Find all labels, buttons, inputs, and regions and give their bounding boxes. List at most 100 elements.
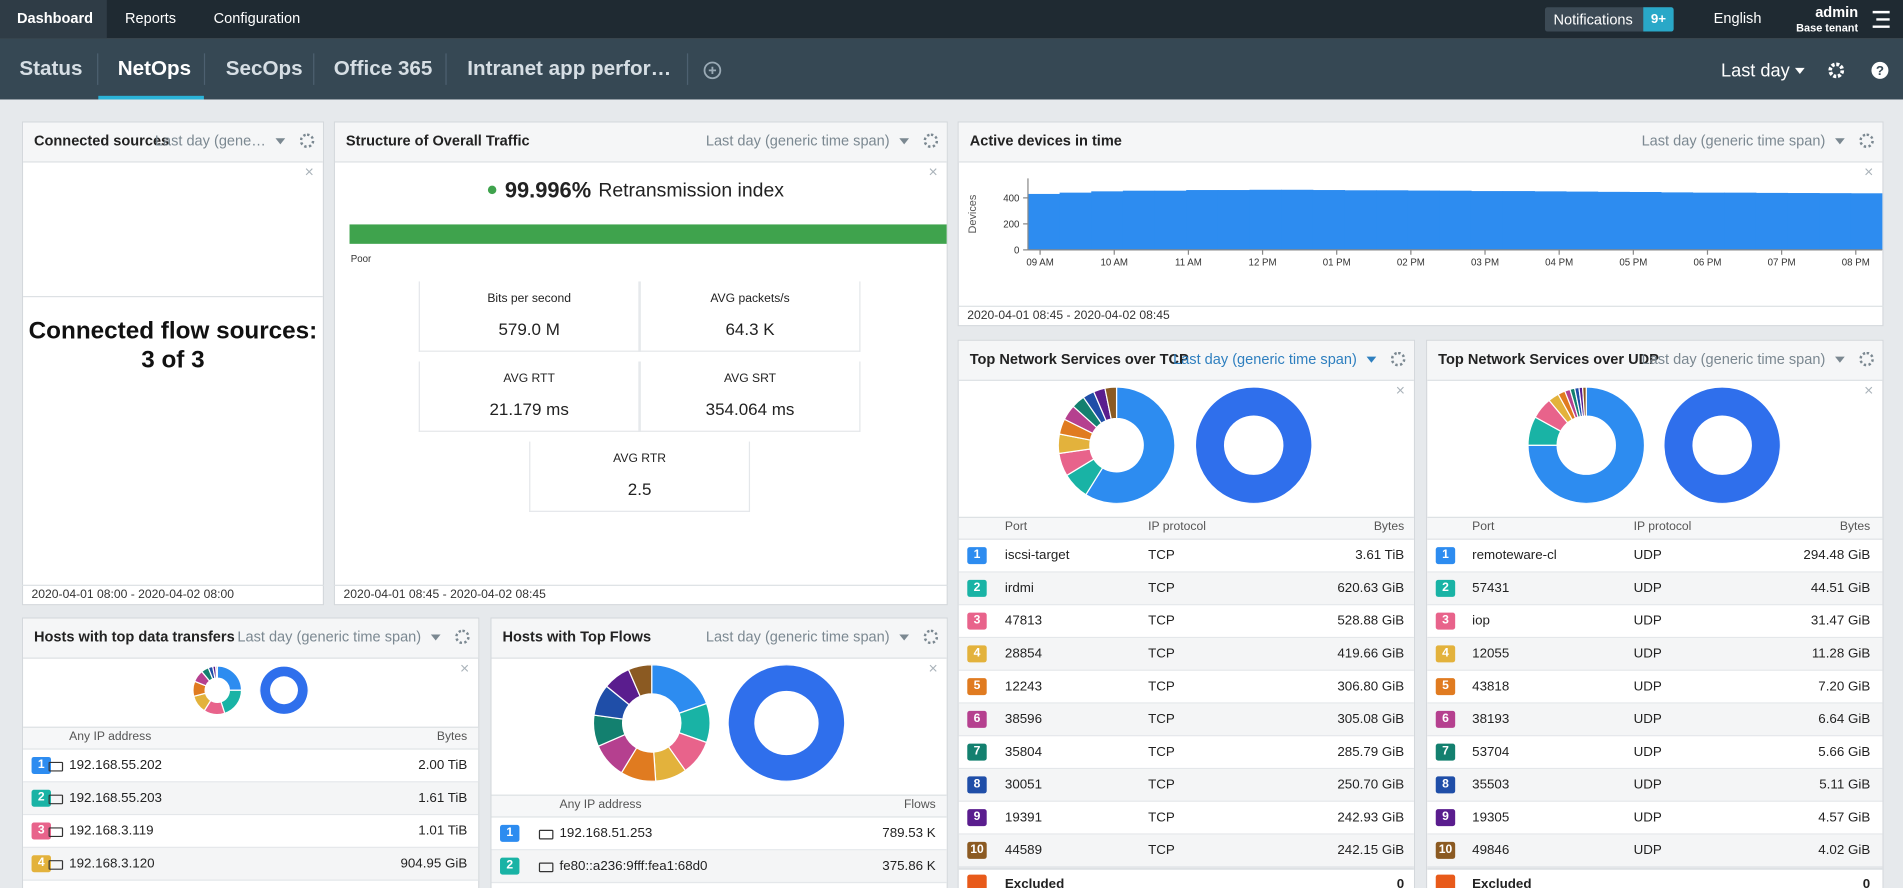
tab[interactable]: NetOps <box>117 57 192 81</box>
tab[interactable]: Office 365 <box>333 57 433 81</box>
rank-badge: 1 <box>31 756 51 774</box>
table-row[interactable] <box>23 749 479 783</box>
retransmission-caption: Retransmission index <box>598 180 784 202</box>
tab-separator <box>445 53 447 85</box>
tab[interactable]: Intranet app perfor… <box>467 57 672 81</box>
cell: 1.01 TiB <box>418 823 468 839</box>
table-row[interactable] <box>491 817 947 851</box>
caret[interactable] <box>275 137 286 149</box>
table-row[interactable] <box>958 670 1414 704</box>
table-row[interactable] <box>958 703 1414 737</box>
language[interactable]: English <box>1713 9 1762 27</box>
range-selector[interactable]: Last day (gene… <box>154 132 266 150</box>
tab[interactable]: Status <box>19 57 83 81</box>
range-selector[interactable]: Last day (generic time span) <box>1641 350 1826 368</box>
add-tab-icon[interactable] <box>703 61 722 80</box>
table-row[interactable] <box>1427 670 1883 704</box>
settings-icon[interactable] <box>299 133 315 148</box>
cell: 47813 <box>1004 613 1043 629</box>
table-row[interactable] <box>23 815 479 848</box>
cell: 12243 <box>1004 679 1043 694</box>
table-row[interactable] <box>1427 539 1883 573</box>
x-tick-label: 04 PM <box>1545 258 1573 269</box>
table-row[interactable] <box>958 638 1414 671</box>
table-row[interactable] <box>491 850 947 884</box>
range-selector[interactable]: Last day (generic time span) <box>1641 132 1826 150</box>
range-selector[interactable]: Last day (generic time span) <box>705 628 890 646</box>
metric-value: 64.3 K <box>725 319 775 339</box>
caret[interactable] <box>1835 137 1845 149</box>
caret[interactable] <box>899 137 910 149</box>
table-row[interactable] <box>958 605 1414 639</box>
widget-controls: Last day (generic time span) <box>705 628 939 646</box>
table-row[interactable] <box>23 847 479 881</box>
area-step <box>1502 191 1535 250</box>
close-icon[interactable]: × <box>1864 162 1874 181</box>
nav-item[interactable]: Dashboard <box>16 9 94 27</box>
range-selector[interactable]: Last day (generic time span) <box>705 132 890 150</box>
settings-icon[interactable] <box>1827 61 1846 80</box>
nav-item[interactable]: Configuration <box>213 9 301 27</box>
tab-separator <box>97 53 99 85</box>
table-row[interactable] <box>1427 703 1883 737</box>
table-row[interactable] <box>1427 605 1883 639</box>
area-step <box>1629 191 1662 250</box>
metric-box <box>418 361 640 432</box>
table-row[interactable] <box>958 736 1414 770</box>
menu-icon[interactable] <box>1871 10 1890 32</box>
cell: TCP <box>1148 777 1175 793</box>
cell: 305.08 GiB <box>1337 712 1405 727</box>
settings-icon[interactable] <box>1390 351 1406 367</box>
notifications-badge[interactable]: 9+ <box>1643 7 1674 32</box>
settings-icon[interactable] <box>923 629 939 645</box>
close-icon[interactable]: × <box>1395 380 1405 400</box>
user-name[interactable]: admin <box>1815 3 1859 21</box>
cell: Excluded <box>1004 877 1065 888</box>
close-icon[interactable]: × <box>928 162 938 181</box>
caret[interactable] <box>899 633 910 645</box>
caret[interactable] <box>430 633 441 645</box>
cell: Excluded <box>1472 877 1532 888</box>
settings-icon[interactable] <box>1859 351 1874 367</box>
cell: TCP <box>1148 646 1175 662</box>
rank-badge: 4 <box>967 645 987 663</box>
area-step <box>1312 190 1346 250</box>
table-row[interactable] <box>958 539 1414 573</box>
cell: 192.168.55.203 <box>69 790 162 806</box>
x-tick-label: 02 PM <box>1397 258 1425 269</box>
area-step <box>1439 190 1472 250</box>
settings-icon[interactable] <box>1859 133 1874 148</box>
table-row[interactable] <box>1427 801 1883 835</box>
close-icon[interactable]: × <box>928 658 938 677</box>
caret[interactable] <box>1835 356 1845 367</box>
close-icon[interactable]: × <box>1864 380 1874 400</box>
table-row[interactable] <box>958 572 1414 606</box>
close-icon[interactable]: × <box>459 658 470 677</box>
notifications-label[interactable]: Notifications <box>1553 10 1633 28</box>
table-row[interactable] <box>1427 638 1883 671</box>
cell: 31.47 GiB <box>1810 613 1871 629</box>
table-row[interactable] <box>958 769 1414 802</box>
tab[interactable]: SecOps <box>225 57 303 81</box>
caret[interactable] <box>1366 356 1377 367</box>
time-range[interactable]: Last day <box>1720 60 1790 82</box>
table-row[interactable] <box>1427 572 1883 606</box>
nav-item[interactable]: Reports <box>125 9 177 27</box>
table-row[interactable] <box>958 801 1414 835</box>
table-row[interactable] <box>1427 736 1883 770</box>
table-row[interactable] <box>958 834 1414 868</box>
settings-icon[interactable] <box>923 133 939 148</box>
y-tick-label: 0 <box>1014 246 1020 257</box>
help-icon[interactable]: ? <box>1870 61 1889 80</box>
range-selector[interactable]: Last day (generic time span) <box>1173 350 1357 368</box>
table-row[interactable] <box>1427 834 1883 868</box>
close-icon[interactable]: × <box>304 162 314 181</box>
table-row[interactable] <box>23 782 479 816</box>
settings-icon[interactable] <box>455 629 470 645</box>
cell: 35804 <box>1004 744 1043 760</box>
table-row[interactable] <box>1427 769 1883 802</box>
range-selector[interactable]: Last day (generic time span) <box>237 628 422 646</box>
rank-badge: 5 <box>967 678 987 696</box>
